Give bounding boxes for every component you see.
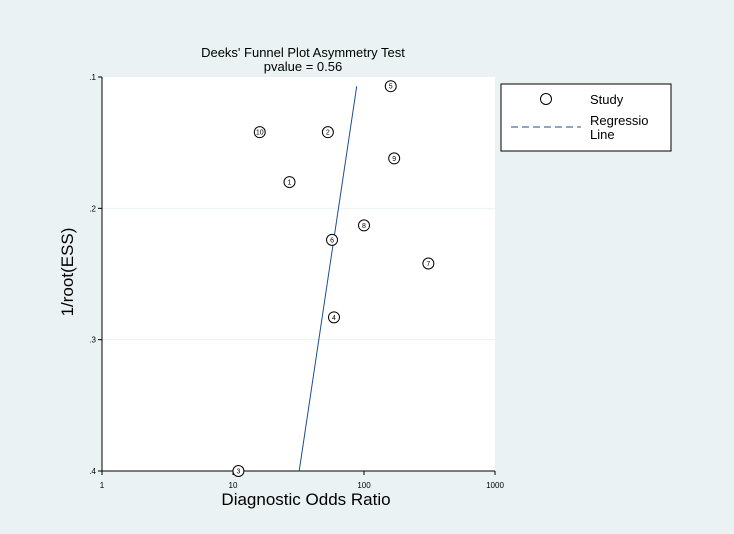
study-point-marker [384, 80, 397, 93]
legend-study-marker [540, 93, 552, 105]
y-tick-label: .1 [89, 73, 96, 82]
study-point-label: 7 [426, 261, 430, 268]
study-point-label: 2 [326, 130, 330, 137]
regression-line-group [298, 86, 358, 472]
study-point-label: 6 [330, 237, 334, 244]
legend-regression-label: Regressio [590, 113, 649, 128]
study-point-marker [321, 126, 334, 139]
legend-box [500, 83, 672, 152]
y-axis-label: 1/root(ESS) [58, 228, 77, 317]
study-point-label: 3 [236, 469, 240, 476]
data-points: 1 2 3 4 5 6 7 8 9 10 [232, 80, 435, 477]
y-tick-label: .4 [89, 467, 96, 476]
study-point-marker [253, 126, 266, 139]
plot-area [102, 77, 495, 471]
x-tick-label: 10 [229, 481, 238, 490]
study-point-marker [283, 176, 296, 189]
chart-title: Deeks' Funnel Plot Asymmetry Test [201, 45, 405, 60]
x-tick-label: 1 [100, 481, 105, 490]
study-point-label: 1 [288, 180, 292, 187]
legend-study-label: Study [590, 92, 624, 107]
axes: .1 .2 .3 .4 1 10 100 1000 [89, 73, 504, 490]
study-point-marker [358, 219, 370, 232]
regression-line [298, 86, 358, 472]
study-point-marker [327, 311, 340, 324]
study-point-label: 10 [256, 130, 264, 137]
study-point-marker [232, 465, 245, 477]
study-point-label: 4 [332, 315, 336, 322]
study-point-marker [326, 233, 339, 246]
study-point-marker [422, 257, 435, 270]
study-point-label: 8 [362, 223, 366, 230]
x-axis-label: Diagnostic Odds Ratio [221, 490, 390, 509]
chart-subtitle: pvalue = 0.56 [264, 59, 342, 74]
study-point-marker [388, 152, 401, 165]
legend-regression-label-line2: Line [590, 127, 615, 142]
y-tick-label: .2 [89, 204, 96, 213]
x-tick-label: 100 [357, 481, 371, 490]
study-point-label: 5 [389, 84, 393, 91]
grid-lines [102, 207, 495, 341]
study-point-label: 9 [392, 156, 396, 163]
x-tick-label: 1000 [486, 481, 504, 490]
y-tick-label: .3 [89, 336, 96, 345]
legend: Study Regressio Line [500, 83, 672, 152]
